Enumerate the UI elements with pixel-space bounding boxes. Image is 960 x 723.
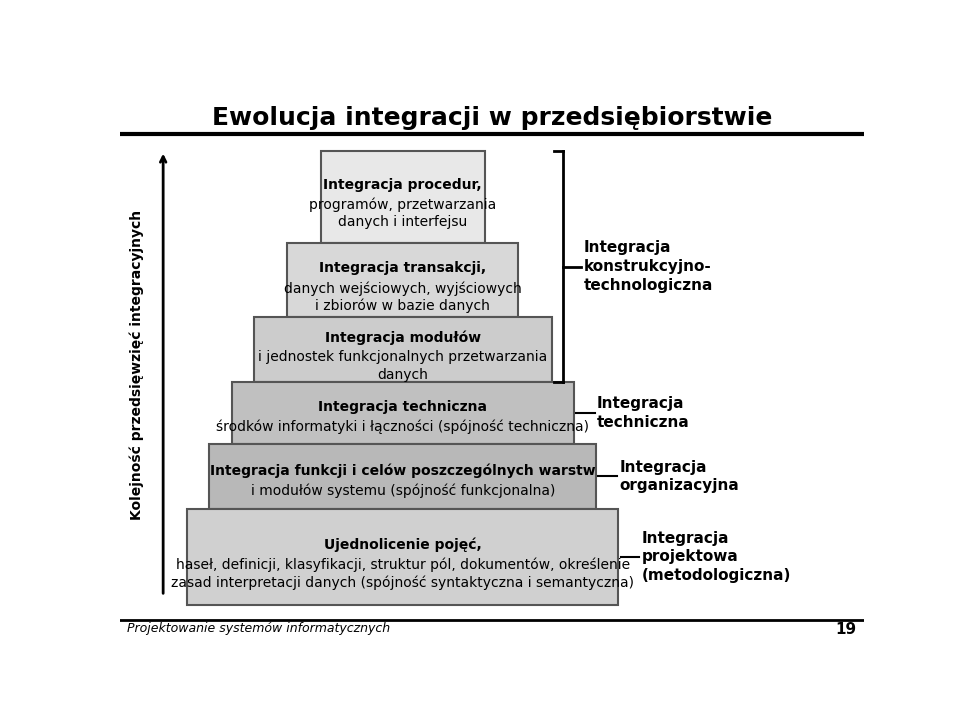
Text: danych wejściowych, wyjściowych
i zbiorów w bazie danych: danych wejściowych, wyjściowych i zbioró… bbox=[284, 281, 521, 314]
Text: Integracja
techniczna: Integracja techniczna bbox=[597, 396, 689, 430]
Text: Kolejność przedsięwzięć integracyjnych: Kolejność przedsięwzięć integracyjnych bbox=[129, 210, 144, 520]
Text: i jednostek funkcjonalnych przetwarzania
danych: i jednostek funkcjonalnych przetwarzania… bbox=[258, 351, 547, 382]
FancyBboxPatch shape bbox=[287, 244, 518, 317]
Text: Integracja procedur,: Integracja procedur, bbox=[324, 178, 482, 192]
FancyBboxPatch shape bbox=[321, 151, 485, 244]
Text: Integracja techniczna: Integracja techniczna bbox=[318, 400, 488, 414]
Text: Integracja
organizacyjna: Integracja organizacyjna bbox=[619, 460, 739, 493]
FancyBboxPatch shape bbox=[187, 509, 618, 604]
FancyBboxPatch shape bbox=[231, 382, 574, 444]
Text: programów, przetwarzania
danych i interfejsu: programów, przetwarzania danych i interf… bbox=[309, 197, 496, 229]
Text: 19: 19 bbox=[835, 623, 856, 637]
Text: haseł, definicji, klasyfikacji, struktur pól, dokumentów, określenie
zasad inter: haseł, definicji, klasyfikacji, struktur… bbox=[171, 557, 635, 590]
Text: Integracja transakcji,: Integracja transakcji, bbox=[319, 261, 487, 275]
Text: Integracja funkcji i celów poszczególnych warstw: Integracja funkcji i celów poszczególnyc… bbox=[210, 463, 595, 477]
FancyBboxPatch shape bbox=[209, 444, 596, 509]
Text: Ujednolicenie pojęć,: Ujednolicenie pojęć, bbox=[324, 537, 482, 552]
FancyBboxPatch shape bbox=[253, 317, 551, 382]
Text: i modułów systemu (spójność funkcjonalna): i modułów systemu (spójność funkcjonalna… bbox=[251, 483, 555, 497]
Text: Projektowanie systemów informatycznych: Projektowanie systemów informatycznych bbox=[128, 623, 391, 636]
Text: Ewolucja integracji w przedsiębiorstwie: Ewolucja integracji w przedsiębiorstwie bbox=[212, 106, 772, 130]
Text: Integracja modułów: Integracja modułów bbox=[324, 330, 481, 345]
Text: środków informatyki i łączności (spójność techniczna): środków informatyki i łączności (spójnoś… bbox=[216, 420, 589, 435]
Text: Integracja
projektowa
(metodologiczna): Integracja projektowa (metodologiczna) bbox=[641, 531, 791, 583]
Text: Integracja
konstrukcyjno-
technologiczna: Integracja konstrukcyjno- technologiczna bbox=[584, 241, 713, 293]
